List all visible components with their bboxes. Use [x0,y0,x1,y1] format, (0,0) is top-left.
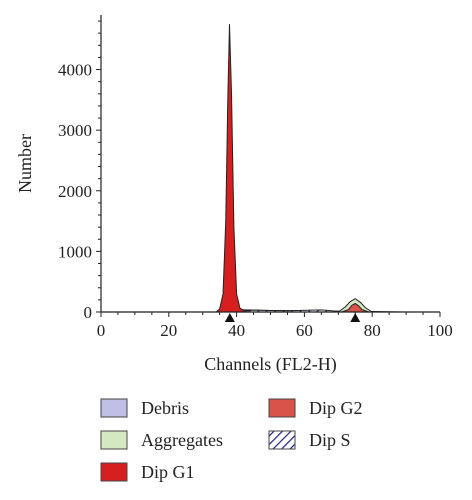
x-tick-label: 20 [160,321,177,340]
legend-label-dip-g2: Dip G2 [309,398,363,418]
legend-swatch-dip-g1 [100,462,128,482]
legend-label-aggregates: Aggregates [141,430,223,450]
legend-label-dip-g1: Dip G1 [141,462,195,482]
x-tick-label: 0 [97,321,106,340]
y-tick-label: 0 [84,303,93,322]
legend-label-debris: Debris [141,398,189,418]
x-tick-label: 40 [228,321,245,340]
y-axis-title: Number [15,134,35,193]
peak-marker [350,313,361,322]
y-tick-label: 4000 [58,61,92,80]
legend-swatch-debris [100,398,128,418]
x-tick-label: 60 [296,321,313,340]
x-tick-label: 100 [427,321,453,340]
legend: Debris Dip G2 Aggregates Dip S Dip G1 [100,398,363,482]
plot-area [214,24,407,313]
legend-swatch-aggregates [100,430,128,450]
y-tick-label: 1000 [58,242,92,261]
legend-label-dip-s: Dip S [309,430,351,450]
legend-swatch-dip-s [268,430,296,450]
series-dip-g1 [214,24,248,313]
y-tick-label: 2000 [58,182,92,201]
legend-swatch-dip-g2 [268,398,296,418]
peak-marker [224,313,235,322]
y-tick-label: 3000 [58,121,92,140]
x-axis-title: Channels (FL2-H) [204,354,336,375]
x-tick-label: 80 [364,321,381,340]
